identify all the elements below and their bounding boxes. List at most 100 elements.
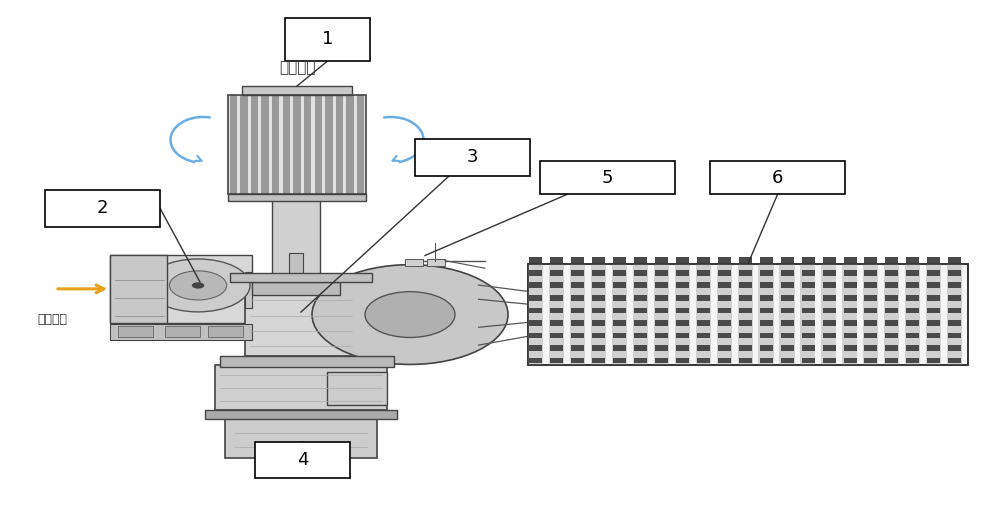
Bar bbox=[906, 295, 919, 301]
Bar bbox=[760, 295, 773, 301]
Bar bbox=[697, 282, 710, 288]
Bar bbox=[885, 295, 898, 301]
Bar bbox=[550, 282, 563, 288]
Bar bbox=[676, 320, 689, 326]
Bar bbox=[844, 345, 857, 351]
Bar bbox=[948, 295, 961, 301]
Bar bbox=[676, 332, 689, 338]
Bar bbox=[655, 345, 668, 351]
Bar bbox=[230, 95, 237, 194]
Bar bbox=[529, 282, 542, 288]
Bar bbox=[927, 320, 940, 326]
Bar bbox=[529, 295, 542, 301]
Bar bbox=[739, 320, 752, 326]
Bar bbox=[864, 332, 877, 338]
Bar bbox=[948, 358, 961, 363]
Bar bbox=[760, 282, 773, 288]
Circle shape bbox=[169, 271, 227, 300]
Text: 6: 6 bbox=[772, 169, 783, 187]
Bar bbox=[781, 282, 794, 288]
Bar bbox=[948, 332, 961, 338]
Bar bbox=[571, 282, 584, 288]
Bar bbox=[272, 95, 279, 194]
Bar bbox=[655, 307, 668, 313]
Bar bbox=[325, 95, 333, 194]
Text: 5: 5 bbox=[602, 169, 613, 187]
Bar bbox=[220, 356, 394, 367]
Bar bbox=[272, 199, 320, 285]
Bar bbox=[240, 95, 248, 194]
Bar bbox=[529, 320, 542, 326]
Bar bbox=[844, 295, 857, 301]
Bar bbox=[844, 332, 857, 338]
Bar bbox=[634, 358, 647, 363]
Bar bbox=[802, 282, 815, 288]
Circle shape bbox=[192, 282, 204, 289]
Bar bbox=[634, 320, 647, 326]
Bar bbox=[228, 95, 366, 194]
Bar bbox=[571, 295, 584, 301]
Bar bbox=[739, 257, 752, 263]
Bar bbox=[550, 358, 563, 363]
Bar bbox=[697, 307, 710, 313]
Bar bbox=[906, 345, 919, 351]
Bar bbox=[228, 95, 366, 194]
Bar bbox=[110, 254, 252, 323]
Bar bbox=[739, 295, 752, 301]
Bar bbox=[571, 345, 584, 351]
Bar bbox=[927, 307, 940, 313]
Bar bbox=[885, 270, 898, 275]
Bar bbox=[948, 282, 961, 288]
Bar bbox=[634, 307, 647, 313]
Bar bbox=[571, 358, 584, 363]
Bar bbox=[718, 270, 731, 275]
Bar bbox=[346, 95, 354, 194]
Bar bbox=[592, 345, 605, 351]
Bar bbox=[800, 264, 815, 365]
Bar bbox=[906, 320, 919, 326]
FancyBboxPatch shape bbox=[540, 161, 675, 194]
Bar bbox=[718, 358, 731, 363]
Bar bbox=[823, 257, 836, 263]
Bar bbox=[927, 282, 940, 288]
Bar bbox=[529, 358, 542, 363]
Bar bbox=[205, 410, 397, 419]
FancyBboxPatch shape bbox=[45, 190, 160, 227]
Bar bbox=[906, 307, 919, 313]
Bar bbox=[718, 295, 731, 301]
Bar bbox=[208, 326, 243, 337]
Bar bbox=[612, 264, 627, 365]
Bar bbox=[230, 273, 372, 282]
Bar bbox=[613, 332, 626, 338]
Bar bbox=[528, 264, 968, 365]
Bar bbox=[844, 307, 857, 313]
Bar bbox=[634, 295, 647, 301]
Bar bbox=[550, 270, 563, 275]
Bar bbox=[948, 345, 961, 351]
Bar bbox=[529, 345, 542, 351]
Bar bbox=[802, 320, 815, 326]
Bar bbox=[823, 282, 836, 288]
Bar bbox=[802, 345, 815, 351]
Bar bbox=[927, 332, 940, 338]
Bar bbox=[781, 307, 794, 313]
Bar bbox=[947, 264, 962, 365]
Bar bbox=[718, 345, 731, 351]
Bar bbox=[550, 257, 563, 263]
Bar bbox=[864, 257, 877, 263]
Bar bbox=[571, 270, 584, 275]
Bar bbox=[613, 257, 626, 263]
Bar bbox=[739, 345, 752, 351]
Bar bbox=[251, 95, 258, 194]
Bar bbox=[165, 326, 200, 337]
Bar bbox=[336, 95, 343, 194]
Bar bbox=[654, 264, 669, 365]
Bar bbox=[885, 332, 898, 338]
Bar bbox=[802, 257, 815, 263]
Bar bbox=[760, 332, 773, 338]
Bar bbox=[739, 270, 752, 275]
Bar bbox=[676, 307, 689, 313]
Bar bbox=[427, 259, 445, 266]
Bar bbox=[613, 270, 626, 275]
Bar bbox=[225, 417, 377, 458]
